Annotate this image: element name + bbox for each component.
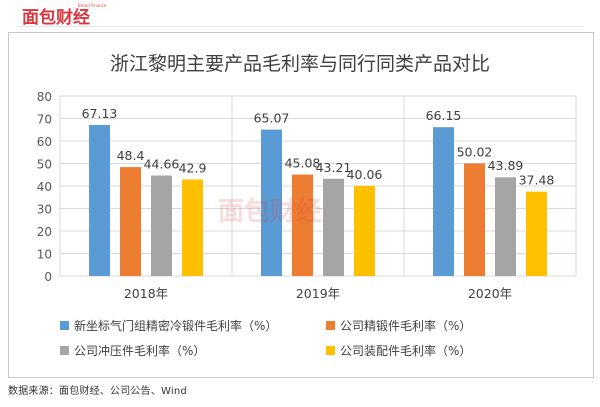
bar bbox=[323, 178, 344, 276]
bars bbox=[89, 124, 547, 277]
y-tick-label: 40 bbox=[37, 180, 52, 194]
bar bbox=[261, 129, 282, 276]
y-axis-ticks: 0 10 20 30 40 50 60 70 80 bbox=[37, 90, 52, 284]
data-label: 43.21 bbox=[316, 160, 352, 175]
legend-label: 公司精锻件毛利率（%） bbox=[340, 318, 471, 333]
bar bbox=[151, 175, 172, 276]
header-rule bbox=[18, 26, 584, 27]
legend-swatch bbox=[326, 346, 335, 355]
data-label: 67.13 bbox=[82, 106, 118, 121]
data-label: 45.08 bbox=[285, 156, 321, 171]
data-label: 44.66 bbox=[144, 157, 180, 172]
y-tick-label: 60 bbox=[37, 135, 52, 149]
brand-logo: 面包财经 bbox=[20, 4, 110, 28]
y-tick-label: 30 bbox=[37, 203, 52, 217]
bar bbox=[292, 174, 313, 276]
bar bbox=[495, 177, 516, 276]
brand-subtitle: Bread Finance bbox=[78, 3, 107, 8]
y-tick-label: 50 bbox=[37, 158, 52, 172]
watermark: 面包财经 bbox=[218, 196, 322, 227]
x-tick-label: 2018年 bbox=[124, 286, 168, 301]
y-tick-label: 20 bbox=[37, 225, 52, 239]
data-label: 42.9 bbox=[179, 160, 207, 175]
legend-swatch bbox=[326, 321, 335, 330]
bar-chart: 浙江黎明主要产品毛利率与同行同类产品对比 0 10 20 30 40 50 60 70 80 6… bbox=[37, 53, 577, 358]
legend-swatch bbox=[60, 346, 69, 355]
brand-logo-text: 面包财经 bbox=[22, 7, 90, 28]
x-tick-label: 2020年 bbox=[468, 286, 512, 301]
data-source-note: 数据来源：面包财经、公司公告、Wind bbox=[8, 386, 187, 397]
chart-title: 浙江黎明主要产品毛利率与同行同类产品对比 bbox=[110, 53, 490, 75]
bar bbox=[120, 167, 141, 276]
bar bbox=[89, 124, 110, 277]
bar bbox=[433, 127, 454, 276]
x-axis-ticks: 2018年 2019年 2020年 bbox=[124, 286, 512, 301]
gridlines bbox=[59, 95, 577, 277]
legend-swatch bbox=[60, 321, 69, 330]
x-tick-label: 2019年 bbox=[296, 286, 340, 301]
legend-label: 公司冲压件毛利率（%） bbox=[74, 343, 205, 358]
y-tick-label: 0 bbox=[44, 270, 52, 284]
bar bbox=[182, 179, 203, 276]
legend: 新坐标气门组精密冷锻件毛利率（%） 公司精锻件毛利率（%） 公司冲压件毛利率（%） 公… bbox=[60, 318, 471, 358]
legend-label: 新坐标气门组精密冷锻件毛利率（%） bbox=[74, 318, 277, 333]
y-tick-label: 80 bbox=[37, 90, 52, 104]
data-label: 50.02 bbox=[457, 144, 493, 159]
bar bbox=[464, 163, 485, 276]
data-label: 37.48 bbox=[519, 173, 555, 188]
bar bbox=[354, 185, 375, 276]
data-label: 66.15 bbox=[426, 108, 462, 123]
y-tick-label: 70 bbox=[37, 113, 52, 127]
y-tick-label: 10 bbox=[37, 248, 52, 262]
data-label: 40.06 bbox=[347, 167, 383, 182]
data-label: 43.89 bbox=[488, 158, 524, 173]
legend-label: 公司装配件毛利率（%） bbox=[340, 343, 471, 358]
data-label: 48.4 bbox=[117, 148, 145, 163]
bar bbox=[526, 191, 547, 276]
data-label: 65.07 bbox=[254, 111, 290, 126]
